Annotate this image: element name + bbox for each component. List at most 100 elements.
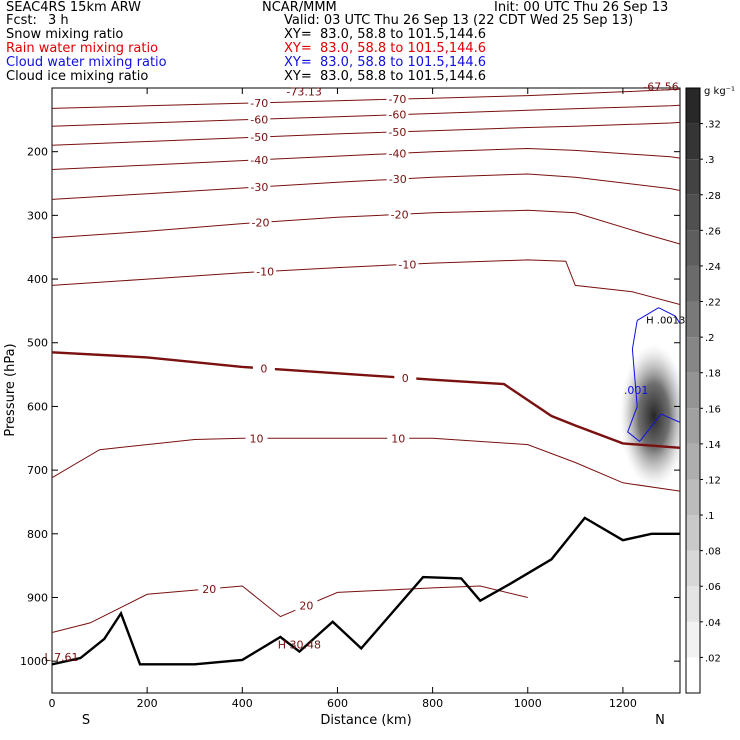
contour-label-bg: [254, 265, 277, 278]
colorbar-tick-label: .22: [705, 298, 721, 309]
contour-label: -10: [398, 258, 416, 271]
temperature-contour-line: [52, 173, 680, 200]
temperature-contour-line: [52, 437, 680, 492]
contour-label: -30: [389, 173, 407, 186]
contour-label: -30: [250, 181, 268, 194]
colorbar-cell: [686, 265, 700, 302]
colorbar-tick-label: .3: [705, 155, 715, 166]
contour-label-bg: [394, 371, 417, 384]
contour-label: 0: [260, 362, 267, 375]
colorbar-cell: [686, 372, 700, 409]
contour-label-bg: [295, 599, 318, 612]
x-tick-label: 400: [232, 697, 253, 710]
field-xy-cloud-water: XY= 83.0, 58.8 to 101.5,144.6: [284, 55, 487, 70]
y-axis-title: Pressure (hPa): [3, 343, 18, 436]
x-tick-label: 1000: [514, 697, 542, 710]
temperature-contour-line: [52, 104, 680, 127]
terrain-line: [52, 516, 680, 666]
contour-label-bg: [245, 432, 268, 445]
temperature-contour-line: [52, 585, 528, 633]
y-tick-label: 600: [27, 400, 48, 413]
colorbar-cell: [686, 550, 700, 587]
temperature-extreme-label: -73.13: [286, 86, 321, 99]
plot-frame: [51, 87, 681, 694]
colorbar-cell: [686, 621, 700, 658]
temperature-extreme-label: L 7.61: [44, 651, 78, 664]
contour-label-bg: [252, 362, 275, 375]
x-tick-label: 1200: [609, 697, 637, 710]
colorbar-cell: [686, 301, 700, 338]
temperature-extreme-label: -67.56: [643, 81, 678, 94]
rain-water-shading: [619, 343, 680, 488]
colorbar-frame: [685, 87, 701, 694]
cloud-water-max-label: H .0013: [646, 316, 685, 327]
contour-label: -60: [388, 109, 406, 122]
contour-label-bg: [386, 93, 409, 106]
end-label-left: S: [82, 713, 90, 728]
temperature-extreme-label: H 30.48: [278, 638, 321, 651]
colorbar-tick-label: .26: [705, 226, 721, 237]
colorbar-tick-label: .24: [705, 262, 721, 273]
temperature-contour-line: [52, 88, 680, 109]
colorbar-tick-label: .04: [705, 618, 721, 629]
contour-label-bg: [386, 108, 409, 121]
colorbar-tick-label: .16: [705, 404, 721, 415]
contour-label-bg: [387, 432, 410, 445]
fcst-value: 3 h: [48, 13, 69, 28]
colorbar-cell: [686, 159, 700, 195]
y-tick-label: 400: [27, 273, 48, 286]
y-tick-label: 500: [27, 337, 48, 350]
y-tick-label: 300: [27, 209, 48, 222]
colorbar-cell: [686, 657, 700, 693]
field-name-snow: Snow mixing ratio: [6, 27, 124, 42]
field-xy-rain: XY= 83.0, 58.8 to 101.5,144.6: [284, 41, 487, 56]
colorbar-cell: [686, 479, 700, 516]
colorbar-cell: [686, 123, 700, 160]
y-tick-label: 900: [27, 591, 48, 604]
x-tick-label: 200: [137, 697, 158, 710]
contour-label-bg: [198, 582, 221, 595]
x-tick-label: 0: [49, 697, 56, 710]
field-name-cloud-water: Cloud water mixing ratio: [6, 55, 167, 70]
y-tick-label: 800: [27, 528, 48, 541]
valid-time: Valid: 03 UTC Thu 26 Sep 13 (22 CDT Wed …: [284, 13, 634, 28]
contour-label: 20: [202, 583, 216, 596]
colorbar-tick-label: .1: [705, 511, 715, 522]
contour-label: -20: [391, 208, 409, 221]
contour-label-bg: [386, 173, 409, 186]
temperature-contour-line: [52, 259, 680, 305]
field-name-cloud-ice: Cloud ice mixing ratio: [6, 69, 149, 84]
y-tick-label: 200: [27, 146, 48, 159]
contour-label-bg: [396, 258, 419, 271]
x-tick-label: 800: [422, 697, 443, 710]
temperature-contour-line: [52, 351, 680, 449]
cloud-water-contour-label: .001: [624, 384, 649, 397]
y-tick-label: 1000: [20, 655, 48, 668]
colorbar-unit: g kg⁻¹: [704, 86, 735, 97]
contour-label: -70: [250, 97, 268, 110]
colorbar-cell: [686, 230, 700, 266]
colorbar-cell: [686, 88, 700, 124]
contour-label: -40: [388, 147, 406, 160]
field-xy-snow: XY= 83.0, 58.8 to 101.5,144.6: [284, 27, 487, 42]
init-time: Init: 00 UTC Thu 26 Sep 13: [494, 0, 669, 15]
cloud-water-contour: [627, 307, 680, 443]
contour-label: -60: [250, 113, 268, 126]
colorbar-tick-label: .08: [705, 547, 721, 558]
x-axis-title: Distance (km): [320, 713, 411, 728]
colorbar-tick-label: .06: [705, 582, 721, 593]
temperature-contour-line: [52, 209, 680, 245]
contour-label-bg: [249, 216, 272, 229]
colorbar-cell: [686, 515, 700, 551]
colorbar-tick-label: .02: [705, 653, 721, 664]
contour-label: 10: [391, 432, 405, 445]
colorbar-tick-label: .18: [705, 369, 721, 380]
contour-label-bg: [386, 125, 409, 138]
field-xy-cloud-ice: XY= 83.0, 58.8 to 101.5,144.6: [284, 69, 487, 84]
contour-label-bg: [386, 147, 409, 160]
contour-label: -70: [388, 93, 406, 106]
contour-label-bg: [248, 113, 271, 126]
colorbar-tick-label: .28: [705, 191, 721, 202]
model-title: SEAC4RS 15km ARW: [6, 0, 142, 15]
